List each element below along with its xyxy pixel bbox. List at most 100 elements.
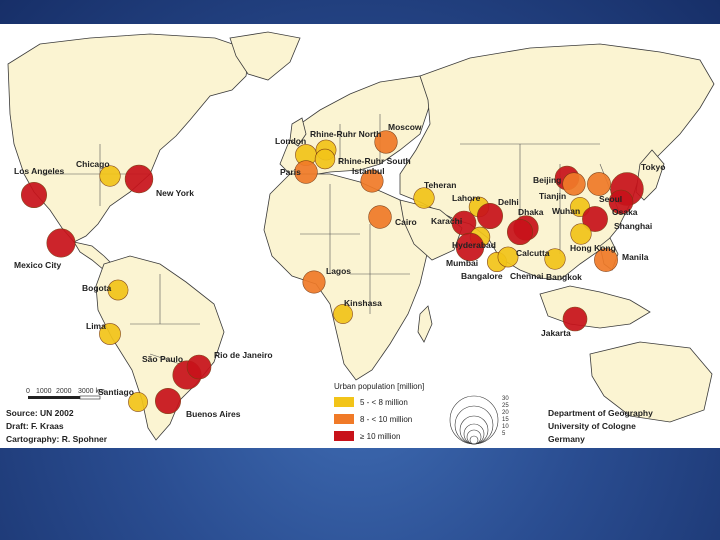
- city-label-santiago: Santiago: [98, 387, 134, 397]
- city-label-tokyo: Tokyo: [641, 162, 665, 172]
- legend-swatch-5-8: [334, 397, 354, 407]
- city-bubble-lima: [99, 323, 121, 345]
- city-bubble-teheran: [413, 187, 435, 209]
- city-label-shanghai: Shanghai: [614, 221, 652, 231]
- legend-swatch-10-plus: [334, 431, 354, 441]
- city-label-osaka: Osaka: [612, 207, 638, 217]
- city-bubble-mexico-city: [46, 228, 76, 258]
- city-bubble-seoul: [587, 172, 611, 196]
- source-credit: Source: UN 2002: [6, 408, 74, 418]
- map-legend: Urban population [million] 5 - < 8 milli…: [334, 382, 509, 445]
- city-bubble-delhi: [476, 203, 503, 230]
- city-bubble-mumbai: [455, 232, 485, 262]
- city-bubble-rio-de-janeiro: [186, 354, 212, 380]
- landmass-arabia: [399, 199, 463, 261]
- city-label-rhine-ruhr-south: Rhine-Ruhr South: [338, 156, 411, 166]
- city-label-mexico-city: Mexico City: [14, 260, 62, 270]
- city-label-teheran: Teheran: [424, 180, 456, 190]
- city-bubble-los-angeles: [20, 182, 47, 209]
- legend-size-label: 30: [502, 396, 509, 402]
- city-bubble-chicago: [99, 165, 121, 187]
- city-label-new-york: New York: [156, 188, 194, 198]
- legend-size-label: 5: [502, 431, 506, 437]
- world-map: 0 1000 2000 3000 km Source: UN 2002 Draf…: [0, 24, 720, 448]
- city-label-mumbai: Mumbai: [446, 258, 478, 268]
- city-label-bogota: Bogota: [82, 283, 112, 293]
- draft-credit: Draft: F. Kraas: [6, 421, 64, 431]
- city-bubble-jakarta: [562, 306, 588, 332]
- city-label-los-angeles: Los Angeles: [14, 166, 64, 176]
- legend-size-values: 30 25 20 15 10 5: [502, 396, 509, 437]
- city-bubble-manila: [594, 248, 618, 272]
- legend-size-label: 20: [502, 410, 509, 416]
- landmass-australia: [589, 341, 713, 423]
- legend-size-label: 10: [502, 424, 509, 430]
- city-label-delhi: Delhi: [498, 197, 519, 207]
- city-label-london: London: [275, 136, 306, 146]
- city-label-moscow: Moscow: [388, 122, 422, 132]
- cartography-credit: Cartography: R. Spohner: [6, 434, 108, 444]
- city-bubble-bogota: [107, 279, 129, 301]
- legend-label-10-plus: ≥ 10 million: [360, 432, 400, 441]
- landmass-madagascar: [417, 305, 433, 343]
- city-bubble-moscow: [374, 130, 398, 154]
- scale-label: 0: [26, 388, 30, 395]
- city-label-bangkok: Bangkok: [546, 272, 582, 282]
- city-bubble-chennai: [497, 246, 519, 268]
- institution-line-2: University of Cologne: [548, 421, 636, 431]
- city-label-s-o-paulo: São Paulo: [142, 354, 183, 364]
- city-label-dhaka: Dhaka: [518, 207, 544, 217]
- city-bubble-buenos-aires: [155, 387, 182, 414]
- institution-line-3: Germany: [548, 434, 585, 444]
- city-bubble-calcutta: [506, 219, 533, 246]
- city-label-buenos-aires: Buenos Aires: [186, 409, 241, 419]
- city-bubble-new-york: [124, 164, 154, 194]
- city-bubble-bangkok: [544, 248, 566, 270]
- city-label-lahore: Lahore: [452, 193, 481, 203]
- landmass-greenland: [229, 31, 301, 81]
- city-label-hong-kong: Hong Kong: [570, 243, 616, 253]
- city-label-cairo: Cairo: [395, 217, 417, 227]
- city-bubble-osaka: [608, 189, 634, 215]
- city-label-calcutta: Calcutta: [516, 248, 550, 258]
- city-bubble-hong-kong: [570, 223, 592, 245]
- scale-bar: 0 1000 2000 3000 km: [26, 388, 105, 400]
- city-bubble-santiago: [128, 392, 148, 412]
- city-label-lagos: Lagos: [326, 266, 351, 276]
- landmass-british-isles: [289, 117, 307, 147]
- city-label-chennai: Chennai: [510, 271, 544, 281]
- scale-label: 3000 km: [78, 388, 105, 395]
- institution-line-1: Department of Geography: [548, 408, 653, 418]
- city-label-kinshasa: Kinshasa: [344, 298, 382, 308]
- city-label-karachi: Karachi: [431, 216, 462, 226]
- city-label-beijing: Beijing: [533, 175, 561, 185]
- city-label-bangalore: Bangalore: [461, 271, 503, 281]
- city-bubble-paris: [294, 160, 318, 184]
- city-bubbles: [20, 130, 644, 414]
- city-bubble-cairo: [368, 205, 392, 229]
- city-label-rio-de-janeiro: Rio de Janeiro: [214, 350, 273, 360]
- map-panel: 0 1000 2000 3000 km Source: UN 2002 Draf…: [0, 24, 720, 448]
- city-label-hyderabad: Hyderabad: [452, 240, 496, 250]
- legend-label-8-10: 8 - < 10 million: [360, 415, 412, 424]
- city-label-paris: Paris: [280, 167, 301, 177]
- city-label-chicago: Chicago: [76, 159, 110, 169]
- city-label-tianjin: Tianjin: [539, 191, 566, 201]
- legend-title: Urban population [million]: [334, 382, 424, 391]
- city-bubble-lagos: [302, 270, 326, 294]
- city-label-wuhan: Wuhan: [552, 206, 580, 216]
- scale-label: 1000: [36, 388, 52, 395]
- city-label-istanbul: Istanbul: [352, 166, 385, 176]
- city-bubble-istanbul: [360, 169, 384, 193]
- city-bubble-tianjin: [562, 172, 586, 196]
- legend-size-label: 15: [502, 417, 509, 423]
- city-bubble-kinshasa: [333, 304, 353, 324]
- legend-label-5-8: 5 - < 8 million: [360, 398, 408, 407]
- city-labels: Los Angeles Chicago New York Mexico City Bog…: [14, 122, 665, 419]
- city-label-seoul: Seoul: [599, 194, 622, 204]
- city-label-rhine-ruhr-north: Rhine-Ruhr North: [310, 129, 381, 139]
- city-label-lima: Lima: [86, 321, 106, 331]
- city-bubble-rhine-ruhr-south: [314, 148, 336, 170]
- scale-label: 2000: [56, 388, 72, 395]
